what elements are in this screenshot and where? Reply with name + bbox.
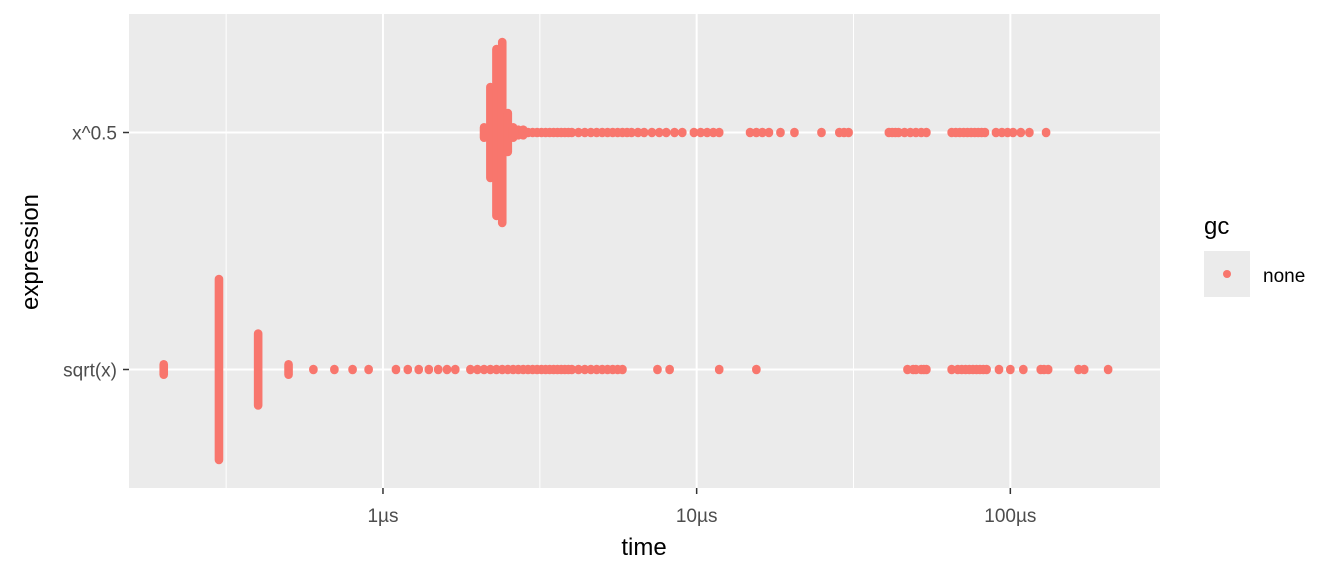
data-point bbox=[696, 127, 705, 138]
data-point bbox=[574, 127, 583, 138]
data-point bbox=[639, 127, 649, 138]
data-point bbox=[633, 127, 643, 138]
data-point bbox=[758, 127, 767, 138]
legend-title: gc bbox=[1204, 213, 1229, 240]
data-point bbox=[1025, 127, 1034, 138]
data-point bbox=[424, 364, 434, 375]
data-point bbox=[994, 364, 1004, 375]
data-point bbox=[618, 364, 627, 375]
legend-label: none bbox=[1263, 266, 1305, 287]
data-point bbox=[647, 127, 657, 138]
x-tick-label: 10µs bbox=[676, 506, 718, 527]
data-point bbox=[654, 127, 664, 138]
data-point bbox=[1006, 364, 1015, 375]
data-point bbox=[442, 364, 452, 375]
data-point bbox=[450, 364, 460, 375]
data-point bbox=[330, 364, 339, 375]
y-tick-label: x^0.5 bbox=[72, 124, 117, 145]
data-point bbox=[580, 127, 590, 138]
data-point bbox=[309, 364, 318, 375]
data-point bbox=[414, 364, 424, 375]
legend-key-marker bbox=[1223, 270, 1231, 278]
data-point bbox=[627, 127, 636, 138]
y-tick-label: sqrt(x) bbox=[63, 361, 117, 382]
y-axis: sqrt(x) x^0.5 bbox=[63, 124, 129, 382]
plot-panel bbox=[129, 14, 1160, 488]
data-point bbox=[714, 364, 724, 375]
data-point bbox=[764, 127, 774, 138]
data-point bbox=[1043, 364, 1053, 375]
data-point bbox=[479, 364, 489, 375]
x-axis: 1µs 10µs 100µs bbox=[367, 488, 1036, 527]
data-point bbox=[473, 364, 482, 375]
data-point bbox=[466, 364, 475, 375]
data-point bbox=[922, 364, 931, 375]
data-point bbox=[1041, 127, 1051, 138]
data-point bbox=[567, 127, 577, 138]
data-point bbox=[745, 127, 755, 138]
data-point bbox=[214, 274, 224, 465]
data-point bbox=[678, 127, 687, 138]
data-point bbox=[1016, 127, 1026, 138]
data-point bbox=[159, 360, 169, 379]
data-point bbox=[1079, 364, 1089, 375]
data-point bbox=[661, 127, 671, 138]
data-point bbox=[665, 364, 674, 375]
data-point bbox=[253, 329, 263, 410]
data-point bbox=[702, 127, 712, 138]
x-tick-label: 1µs bbox=[367, 506, 398, 527]
data-point bbox=[982, 364, 991, 375]
data-point bbox=[1103, 364, 1113, 375]
data-point bbox=[947, 364, 956, 375]
data-point bbox=[364, 364, 373, 375]
data-point bbox=[348, 364, 357, 375]
data-point bbox=[714, 127, 724, 138]
data-point bbox=[922, 127, 931, 138]
data-point bbox=[497, 37, 507, 228]
data-point bbox=[776, 127, 785, 138]
data-point bbox=[567, 364, 577, 375]
data-point bbox=[1019, 364, 1028, 375]
minor-gridlines bbox=[225, 14, 854, 488]
data-point bbox=[653, 364, 662, 375]
data-point bbox=[391, 364, 401, 375]
x-axis-title: time bbox=[621, 534, 666, 561]
data-points bbox=[159, 37, 1113, 465]
data-point bbox=[980, 127, 990, 138]
data-point bbox=[790, 127, 799, 138]
data-point bbox=[894, 127, 903, 138]
data-point bbox=[403, 364, 413, 375]
data-point bbox=[284, 360, 293, 379]
data-point bbox=[574, 364, 583, 375]
data-point bbox=[689, 127, 699, 138]
x-tick-label: 100µs bbox=[984, 506, 1036, 527]
data-point bbox=[752, 127, 761, 138]
data-point bbox=[580, 364, 590, 375]
data-point bbox=[503, 108, 513, 157]
data-point bbox=[844, 127, 853, 138]
legend: gc none bbox=[1204, 213, 1305, 297]
data-point bbox=[670, 127, 679, 138]
data-point bbox=[752, 364, 761, 375]
y-axis-title: expression bbox=[17, 194, 44, 310]
data-point bbox=[433, 364, 443, 375]
data-point bbox=[817, 127, 826, 138]
data-point bbox=[1008, 127, 1018, 138]
data-point bbox=[486, 364, 495, 375]
